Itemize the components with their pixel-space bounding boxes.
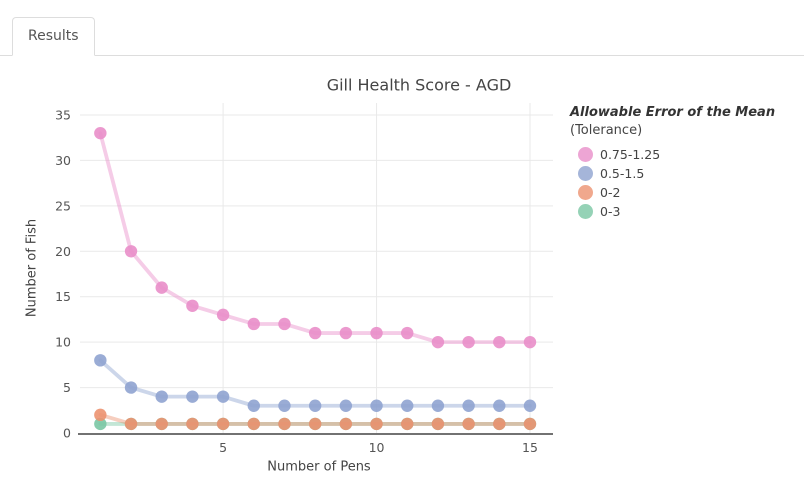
legend-item-label: 0-2 xyxy=(600,185,621,200)
data-point xyxy=(155,281,168,294)
y-tick-label: 30 xyxy=(55,153,71,168)
y-tick-label: 0 xyxy=(63,426,71,441)
data-point xyxy=(370,326,383,340)
legend-items: 0.75-1.25 0.5-1.5 0-2 0-3 xyxy=(570,145,798,221)
data-point xyxy=(339,417,353,431)
data-point xyxy=(308,417,322,431)
data-point xyxy=(462,417,475,431)
data-point xyxy=(493,335,506,349)
data-point xyxy=(523,417,537,431)
legend-swatch-icon xyxy=(578,147,593,162)
x-tick-label: 10 xyxy=(369,440,385,455)
legend-item-label: 0.75-1.25 xyxy=(600,147,661,162)
y-tick-label: 5 xyxy=(63,380,71,395)
data-point xyxy=(308,326,322,340)
chart-plot-area: 0 5 10 15 20 25 30 35 5 10 15 xyxy=(55,103,553,455)
data-point xyxy=(94,126,107,140)
data-point xyxy=(124,381,138,394)
series-0.5-1.5 xyxy=(94,354,537,412)
data-point xyxy=(247,399,260,412)
data-point xyxy=(523,399,537,412)
data-point xyxy=(124,245,138,258)
x-tick-label: 15 xyxy=(522,440,538,455)
data-point xyxy=(370,399,383,412)
tab-results[interactable]: Results xyxy=(12,17,95,56)
data-point xyxy=(493,399,506,412)
data-point xyxy=(278,399,291,412)
data-point xyxy=(370,417,383,431)
legend-item-0-2[interactable]: 0-2 xyxy=(570,183,798,202)
data-point xyxy=(431,417,445,431)
y-tick-label: 20 xyxy=(55,244,71,259)
data-point xyxy=(493,417,506,431)
series-line xyxy=(98,131,532,345)
legend-item-0.5-1.5[interactable]: 0.5-1.5 xyxy=(570,164,798,183)
data-point xyxy=(431,399,445,412)
legend-title: Allowable Error of the Mean xyxy=(570,105,776,120)
data-point xyxy=(431,335,445,349)
y-tick-label: 35 xyxy=(55,108,71,123)
data-point xyxy=(401,326,414,340)
data-point xyxy=(216,390,230,403)
data-point xyxy=(247,417,260,431)
data-point xyxy=(462,335,475,349)
data-point xyxy=(155,390,168,403)
data-point xyxy=(216,308,230,322)
data-point xyxy=(339,399,353,412)
data-point xyxy=(186,299,199,312)
x-axis-title: Number of Pens xyxy=(267,459,371,475)
data-point xyxy=(186,390,199,403)
data-point xyxy=(94,354,107,367)
legend-swatch-icon xyxy=(578,185,593,200)
data-point xyxy=(339,326,353,340)
legend-item-0-3[interactable]: 0-3 xyxy=(570,202,798,221)
data-point xyxy=(401,417,414,431)
tab-bar: Results xyxy=(0,16,804,56)
chart-title: Gill Health Score - AGD xyxy=(326,75,512,95)
data-point xyxy=(462,399,475,412)
data-point xyxy=(94,408,107,422)
data-point xyxy=(94,417,107,431)
data-point xyxy=(401,399,414,412)
legend-item-label: 0-3 xyxy=(600,204,621,219)
series-0-2 xyxy=(94,408,537,431)
data-point xyxy=(186,417,199,431)
data-point xyxy=(155,417,168,431)
y-tick-label: 15 xyxy=(55,289,71,304)
legend-item-0.75-1.25[interactable]: 0.75-1.25 xyxy=(570,145,798,164)
series-0.75-1.25 xyxy=(94,126,537,349)
legend-swatch-icon xyxy=(578,204,593,219)
legend-item-label: 0.5-1.5 xyxy=(600,166,645,181)
x-tick-label: 5 xyxy=(219,440,227,455)
y-tick-label: 10 xyxy=(55,335,71,350)
legend-subtitle: (Tolerance) xyxy=(570,123,643,138)
y-axis-title: Number of Fish xyxy=(24,218,40,318)
y-tick-label: 25 xyxy=(55,198,71,213)
data-point xyxy=(247,317,260,331)
data-point xyxy=(278,417,291,431)
data-point xyxy=(523,335,537,349)
data-point xyxy=(308,399,322,412)
legend-swatch-icon xyxy=(578,166,593,181)
data-point xyxy=(278,317,291,331)
chart-legend: Allowable Error of the Mean (Tolerance) … xyxy=(570,104,798,221)
data-point xyxy=(216,417,230,431)
data-point xyxy=(124,417,138,431)
